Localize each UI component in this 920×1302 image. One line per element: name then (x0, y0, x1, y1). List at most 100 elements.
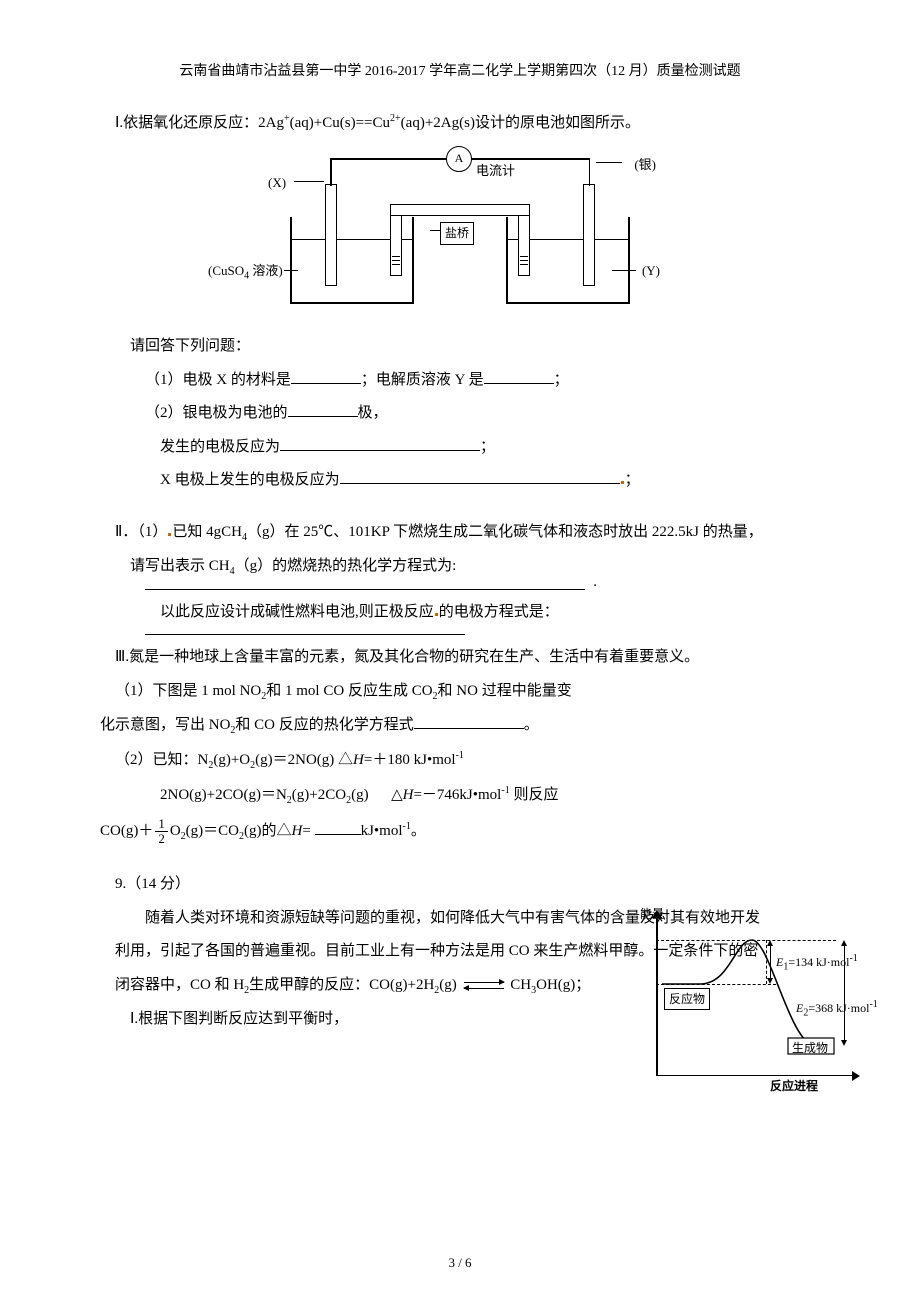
text: ； (554, 372, 569, 388)
section-I-intro: Ⅰ.依据氧化还原反应：2Ag+(aq)+Cu(s)==Cu2+(aq)+2Ag(… (115, 110, 805, 137)
text: (g) (351, 787, 369, 803)
text: （1）电极 X 的材料是 (145, 372, 291, 388)
text: 闭容器中，CO 和 H (115, 977, 244, 993)
blank (280, 435, 480, 451)
pointer-line (294, 181, 324, 182)
blank-line (145, 588, 585, 590)
text: ；电解质溶液 Y 是 (361, 372, 484, 388)
text: Ⅰ.依据氧化还原反应：2Ag (115, 115, 284, 131)
text: (g)＝2NO(g) △ (255, 752, 353, 768)
text: 请写出表示 CH (130, 558, 230, 574)
ammeter-icon: A (446, 146, 472, 172)
text: 和 1 mol CO 反应生成 CO (266, 683, 432, 699)
pointer-line (596, 162, 622, 163)
superscript: -1 (849, 953, 857, 964)
fraction: 12 (155, 817, 168, 847)
italic-H: H (403, 787, 414, 803)
text: (aq)+2Ag(s)设计的原电池如图所示。 (401, 115, 640, 131)
text: =－746kJ•mol (413, 787, 501, 803)
question-2-line1: （2）银电极为电池的 极， (115, 401, 805, 427)
III-2-line3: CO(g)＋12O2(g)＝CO2(g)的△H= kJ•mol-1。 (100, 817, 585, 847)
label-ammeter: 电流计 (476, 160, 515, 182)
fraction-num: 1 (155, 817, 168, 832)
III-1-line2: 化示意图，写出 NO2和 CO 反应的热化学方程式。 (100, 713, 585, 739)
blank (291, 368, 361, 384)
text: 则反应 (510, 787, 559, 803)
label-ag: (银) (634, 154, 656, 176)
text: 。 (411, 823, 426, 839)
text: 化示意图，写出 NO (100, 717, 230, 733)
text: ； (480, 439, 495, 455)
label-cuso4: (CuSO4 溶液) (208, 260, 283, 285)
italic-H: H (353, 752, 364, 768)
text: （2）已知：N (115, 752, 208, 768)
salt-bridge-top (390, 204, 530, 216)
salt-bridge-hatch (520, 254, 528, 272)
energy-diagram: 能量 反应物 生成物 E1=134 kJ·mol-1 E2=368 kJ·mol… (640, 910, 860, 1090)
blank (315, 819, 361, 835)
text: 。 (524, 717, 539, 733)
label-x: (X) (268, 172, 286, 194)
text: (g)+2CO (292, 787, 346, 803)
salt-bridge-hatch (392, 254, 400, 272)
text: (aq)+Cu(s)==Cu (290, 115, 390, 131)
wire (330, 158, 332, 186)
superscript: -1 (501, 785, 509, 796)
blank (288, 401, 358, 417)
reactant-box: 反应物 (664, 988, 710, 1010)
text: CO(g)＋ (100, 823, 153, 839)
blank-line (145, 633, 465, 635)
wire (330, 158, 446, 160)
superscript: -1 (456, 750, 464, 761)
question-1: （1）电极 X 的材料是 ；电解质溶液 Y 是 ； (115, 368, 805, 394)
blank-line-wrap (145, 633, 465, 635)
text: OH(g)； (536, 977, 590, 993)
orange-dot-icon (168, 533, 171, 536)
text: 生成甲醇的反应：CO(g)+2H (249, 977, 434, 993)
electrode-ag (583, 184, 595, 286)
text: 发生的电极反应为 (160, 439, 280, 455)
text: (CuSO (208, 263, 244, 278)
superscript: -1 (869, 999, 877, 1010)
e1-label: E1=134 kJ·mol-1 (776, 950, 858, 975)
pointer-line (284, 270, 298, 271)
orange-dot-icon (621, 481, 624, 484)
text: 和 CO 反应的热化学方程式 (235, 717, 413, 733)
orange-dot-icon (435, 613, 438, 616)
text: = (302, 823, 310, 839)
text: △ (391, 787, 403, 803)
question-2-line3: X 电极上发生的电极反应为 ； (115, 468, 805, 494)
text: （2）银电极为电池的 (145, 405, 288, 421)
text: Ⅱ．（1） (115, 524, 167, 540)
answer-intro: 请回答下列问题： (115, 334, 805, 360)
narrow-text-block: （1）下图是 1 mol NO2和 1 mol CO 反应生成 CO2和 NO … (115, 679, 585, 847)
text: X 电极上发生的电极反应为 (160, 472, 340, 488)
e2-label: E2=368 kJ·mol-1 (796, 996, 878, 1021)
section-II-line2: 请写出表示 CH4（g）的燃烧热的热化学方程式为: (115, 554, 805, 580)
text: （1）下图是 1 mol NO (115, 683, 261, 699)
III-2-line1: （2）已知：N2(g)+O2(g)＝2NO(g) △H=＋180 kJ•mol-… (115, 747, 585, 774)
text: (g)的△ (244, 823, 292, 839)
text: ； (625, 472, 640, 488)
page-header: 云南省曲靖市沾益县第一中学 2016-2017 学年高二化学上学期第四次（12 … (115, 60, 805, 84)
text: =＋180 kJ•mol (364, 752, 456, 768)
text: 的电极方程式是： (439, 604, 559, 620)
section-III-intro: Ⅲ.氮是一种地球上含量丰富的元素，氮及其化合物的研究在生产、生活中有着重要意义。 (115, 645, 805, 671)
circuit-diagram: A (X) 电流计 (银) 盐桥 (CuSO4 溶液) (Y) (270, 144, 650, 314)
text: (g) (439, 977, 457, 993)
section-II-line3: 以此反应设计成碱性燃料电池,则正极反应的电极方程式是： (115, 600, 805, 626)
text: 2NO(g)+2CO(g)＝N (160, 787, 287, 803)
text: 溶液) (249, 263, 283, 278)
text: （g）的燃烧热的热化学方程式为: (235, 558, 457, 574)
label-y: (Y) (642, 260, 660, 282)
blank (414, 713, 524, 729)
wire (589, 158, 591, 186)
question-2-line2: 发生的电极反应为 ； (115, 435, 805, 461)
blank (340, 468, 620, 484)
text: 极， (358, 405, 388, 421)
pointer-line (430, 230, 440, 231)
section-II-line1: Ⅱ．（1）已知 4gCH4（g）在 25℃、101KP 下燃烧生成二氧化碳气体和… (115, 520, 805, 546)
q9-title: 9.（14 分） (115, 872, 805, 898)
text: 以此反应设计成碱性燃料电池,则正极反应 (160, 604, 434, 620)
text: O (170, 823, 181, 839)
